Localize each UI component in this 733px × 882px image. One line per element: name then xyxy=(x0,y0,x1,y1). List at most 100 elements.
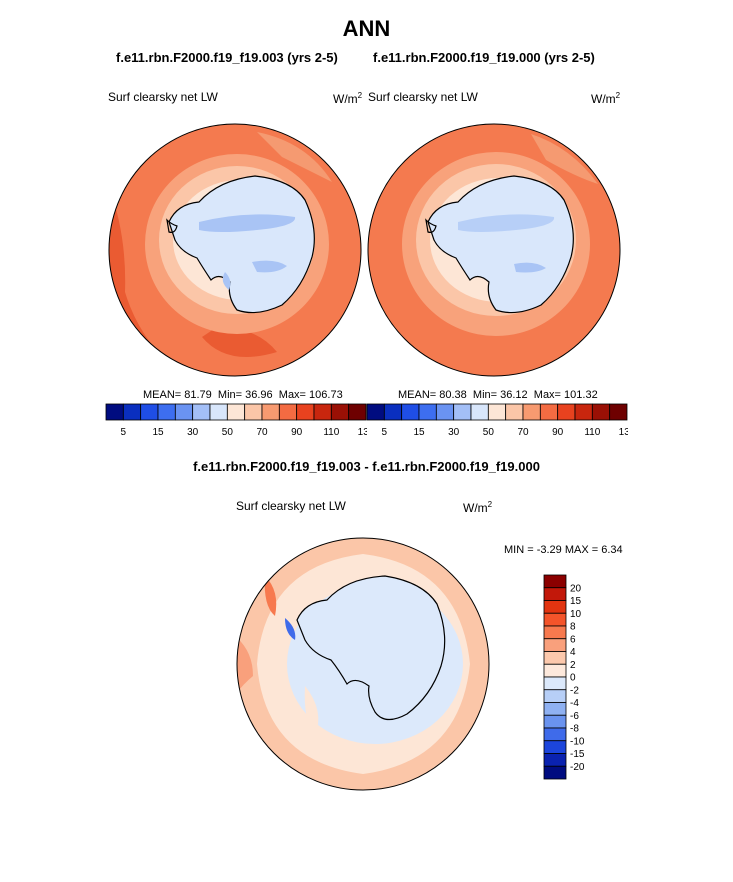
difference-colorbar-swatch xyxy=(543,612,567,627)
panel1-colorbar-tick-label: 110 xyxy=(323,427,339,438)
panel1-colorbar-swatch xyxy=(209,403,228,421)
panel1-min: Min= 36.96 xyxy=(217,389,273,401)
panel1-colorbar-swatch xyxy=(261,403,280,421)
panel1-colorbar-swatch xyxy=(330,403,350,421)
panel2-colorbar-tick-label: 90 xyxy=(552,427,564,438)
panel2-colorbar-swatch xyxy=(609,403,628,421)
panel2-colorbar-tick-label: 5 xyxy=(382,427,388,438)
difference-colorbar-tick-label: 0 xyxy=(570,673,576,684)
panel2-case-title: f.e11.rbn.F2000.f19_f19.000 (yrs 2-5) xyxy=(373,50,595,65)
panel1-colorbar-swatch xyxy=(244,403,263,421)
difference-colorbar-swatch xyxy=(543,600,567,614)
difference-colorbar-swatch xyxy=(543,753,567,767)
difference-colorbar-swatch xyxy=(543,676,567,691)
panel1-variable-label: Surf clearsky net LW xyxy=(108,90,218,104)
difference-colorbar-swatch xyxy=(543,689,567,703)
difference-colorbar-tick-label: -8 xyxy=(570,724,579,735)
panel2-polar-map xyxy=(367,123,621,377)
panel2-colorbar-swatch xyxy=(505,403,524,421)
difference-colorbar-tick-label: 6 xyxy=(570,634,576,645)
panel2-colorbar-swatch xyxy=(487,403,507,421)
panel1-colorbar-swatch xyxy=(157,403,176,421)
panel2-colorbar: 5 15 30 50 70 90 110 130 xyxy=(366,403,628,438)
difference-colorbar-tick-label: -15 xyxy=(570,749,585,760)
difference-colorbar-swatch xyxy=(543,638,567,652)
difference-colorbar-swatch xyxy=(543,727,567,742)
difference-colorbar-swatch xyxy=(543,765,567,780)
panel1-polar-map xyxy=(108,123,362,377)
panel1-colorbar-tick-label: 30 xyxy=(187,427,199,438)
difference-title: f.e11.rbn.F2000.f19_f19.003 - f.e11.rbn.… xyxy=(193,459,540,474)
panel1-units: W/m2 xyxy=(333,91,363,106)
panel2-colorbar-tick-label: 15 xyxy=(413,427,425,438)
panel1-colorbar-swatch xyxy=(192,403,211,421)
panel2-colorbar-swatch xyxy=(435,403,455,421)
panel1-colorbar-swatch xyxy=(278,403,298,421)
panel1-colorbar-tick-label: 70 xyxy=(256,427,268,438)
panel1-colorbar-swatch xyxy=(348,403,367,421)
difference-colorbar-tick-label: 20 xyxy=(570,583,582,594)
difference-colorbar-tick-label: -20 xyxy=(570,762,585,773)
difference-colorbar-swatch xyxy=(543,740,567,754)
panel1-colorbar-swatch xyxy=(296,403,315,421)
panel1-stats: MEAN= 81.79 Min= 36.96 Max= 106.73 xyxy=(143,389,343,401)
panel1-case-title: f.e11.rbn.F2000.f19_f19.003 (yrs 2-5) xyxy=(116,50,338,65)
difference-colorbar-tick-label: 8 xyxy=(570,622,576,633)
difference-colorbar-swatch xyxy=(543,663,567,678)
panel1-colorbar-tick-label: 15 xyxy=(152,427,164,438)
difference-colorbar-swatch xyxy=(543,574,567,589)
difference-polar-map xyxy=(236,537,490,791)
difference-variable-label: Surf clearsky net LW xyxy=(236,499,346,513)
difference-colorbar-tick-label: -6 xyxy=(570,711,579,722)
panel1-mean: MEAN= 81.79 xyxy=(143,389,212,401)
panel2-max: Max= 101.32 xyxy=(533,389,598,401)
panel2-colorbar-swatch xyxy=(539,403,559,421)
panel2-colorbar-swatch xyxy=(574,403,593,421)
difference-units: W/m2 xyxy=(463,500,493,515)
difference-colorbar-tick-label: -10 xyxy=(570,736,585,747)
panel2-stats: MEAN= 80.38 Min= 36.12 Max= 101.32 xyxy=(398,389,598,401)
difference-colorbar-tick-label: -4 xyxy=(570,698,579,709)
panel1-colorbar-tick-label: 5 xyxy=(121,427,127,438)
panel1-colorbar-swatch xyxy=(226,403,246,421)
panel2-mean: MEAN= 80.38 xyxy=(398,389,467,401)
difference-minmax: MIN = -3.29 MAX = 6.34 xyxy=(504,544,623,556)
panel1-colorbar-swatch xyxy=(313,403,332,421)
panel1-colorbar-swatch xyxy=(140,403,159,421)
panel1-colorbar-tick-label: 130 xyxy=(358,427,367,438)
difference-colorbar-tick-label: 15 xyxy=(570,596,582,607)
panel2-colorbar-swatch xyxy=(453,403,472,421)
panel2-colorbar-tick-label: 50 xyxy=(483,427,495,438)
panel1-colorbar-swatch xyxy=(122,403,142,421)
difference-colorbar-tick-label: 4 xyxy=(570,647,576,658)
difference-colorbar-swatch xyxy=(543,702,567,716)
panel1-colorbar-tick-label: 50 xyxy=(222,427,234,438)
panel2-units: W/m2 xyxy=(591,91,621,106)
panel1-colorbar-swatch xyxy=(105,403,124,421)
difference-colorbar-swatch xyxy=(543,625,567,640)
difference-colorbar-swatch xyxy=(543,651,567,665)
difference-colorbar-tick-label: -2 xyxy=(570,685,579,696)
panel2-colorbar-swatch xyxy=(557,403,576,421)
panel2-colorbar-swatch xyxy=(383,403,403,421)
panel2-min: Min= 36.12 xyxy=(472,389,528,401)
difference-colorbar-swatch xyxy=(543,587,567,601)
panel1-colorbar-swatch xyxy=(174,403,194,421)
main-title: ANN xyxy=(342,16,391,41)
panel2-colorbar-swatch xyxy=(418,403,437,421)
panel2-colorbar-swatch xyxy=(366,403,385,421)
panel2-colorbar-tick-label: 30 xyxy=(448,427,460,438)
panel1-max: Max= 106.73 xyxy=(278,389,343,401)
panel1-colorbar: 5 15 30 50 70 90 110 130 xyxy=(105,403,367,438)
panel2-colorbar-swatch xyxy=(522,403,541,421)
panel1-colorbar-tick-label: 90 xyxy=(291,427,303,438)
panel2-colorbar-swatch xyxy=(591,403,611,421)
difference-colorbar-tick-label: 2 xyxy=(570,660,576,671)
difference-colorbar-swatch xyxy=(543,714,567,729)
panel2-variable-label: Surf clearsky net LW xyxy=(368,90,478,104)
panel2-colorbar-swatch xyxy=(401,403,420,421)
difference-colorbar-tick-label: 10 xyxy=(570,609,582,620)
panel2-colorbar-tick-label: 70 xyxy=(517,427,529,438)
panel2-colorbar-tick-label: 110 xyxy=(584,427,600,438)
